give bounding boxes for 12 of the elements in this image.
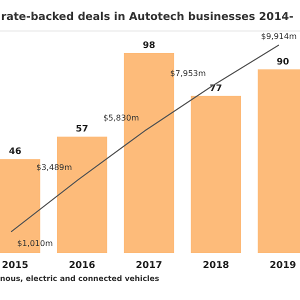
x-tick-label: 2015 [2, 260, 28, 271]
x-tick-label: 2017 [136, 260, 162, 271]
data-label: 98 [142, 41, 156, 51]
x-tick-label: 2018 [202, 260, 230, 271]
chart-title: rate-backed deals in Autotech businesses 2014- [1, 10, 294, 23]
data-label: $9,914m [260, 32, 297, 41]
data-label: 77 [210, 84, 222, 94]
data-label: 57 [76, 124, 88, 135]
x-tick-label: 2016 [68, 260, 96, 271]
data-label: 90 [276, 57, 290, 68]
x-tick-label: 2019 [270, 260, 296, 271]
data-label: 46 [8, 147, 22, 158]
